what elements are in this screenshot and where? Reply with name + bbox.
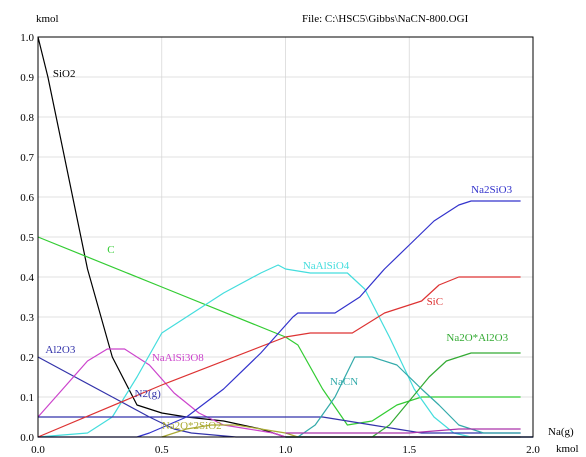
series-label-nacn: NaCN [330, 376, 358, 388]
x-axis-label: kmol [556, 443, 579, 455]
series-line-sic [37, 276, 521, 438]
y-tick-label: 0.8 [20, 112, 34, 124]
y-axis-label: kmol [36, 13, 59, 25]
x-tick-label: 1.0 [279, 444, 293, 456]
y-tick-label: 0.6 [20, 192, 34, 204]
y-tick-label: 0.5 [20, 232, 34, 244]
y-tick-label: 1.0 [20, 32, 34, 44]
series-line-nacn [285, 356, 521, 438]
plot-frame [37, 36, 534, 438]
y-tick-label: 0.7 [20, 152, 34, 164]
y-tick-label: 0.2 [20, 352, 34, 364]
series-line-na2o-al2o3 [285, 352, 521, 438]
grid-lines [37, 36, 534, 438]
x-tick-label: 0.0 [31, 444, 45, 456]
x-tick-label: 0.5 [155, 444, 169, 456]
series-label-al2o3: Al2O3 [45, 344, 75, 356]
series-label-naalsio4: NaAlSiO4 [303, 260, 350, 272]
y-tick-label: 0.9 [20, 72, 34, 84]
series-line-n2-g- [38, 416, 521, 434]
axes: 0.0 0.1 0.2 0.3 0.4 0.5 0.6 0.7 0.8 0.9 1.0 0.0 0.5 1… [20, 32, 540, 456]
series-line-naalsi3o8 [37, 348, 533, 438]
series-labels: SiO2 C Al2O3 NaAlSi3O8 NaAlSiO4 N2(g) Na2O*2Si… [45, 68, 512, 432]
series-label-c: C [107, 244, 114, 256]
series-label-na2o-2sio2: Na2O*2SiO2 [162, 420, 222, 432]
series-label-na2o-al2o3: Na2O*Al2O3 [446, 332, 508, 344]
series-label-na2sio3: Na2SiO3 [471, 184, 512, 196]
series-line-al2o3 [37, 356, 533, 438]
y-tick-label: 0.1 [20, 392, 34, 404]
series-label-n2-g-: N2(g) [135, 388, 162, 400]
series-line-na2sio3 [38, 200, 521, 438]
series-line-unlabeled-11 [285, 428, 521, 434]
series-label-sic: SiC [427, 296, 444, 308]
series-label-naalsi3o8: NaAlSi3O8 [152, 352, 204, 364]
x-tick-label: 2.0 [526, 444, 540, 456]
y-tick-label: 0.0 [20, 432, 34, 444]
series-line-sio2 [37, 36, 533, 438]
y-tick-label: 0.4 [20, 272, 34, 284]
chart-title: File: C:\HSC5\Gibbs\NaCN-800.OGI [302, 13, 469, 25]
series-label-sio2: SiO2 [53, 68, 76, 80]
x-axis-label-top: Na(g) [548, 426, 574, 438]
y-tick-label: 0.3 [20, 312, 34, 324]
series-line-naalsio4 [37, 264, 533, 438]
x-tick-label: 1.5 [402, 444, 416, 456]
